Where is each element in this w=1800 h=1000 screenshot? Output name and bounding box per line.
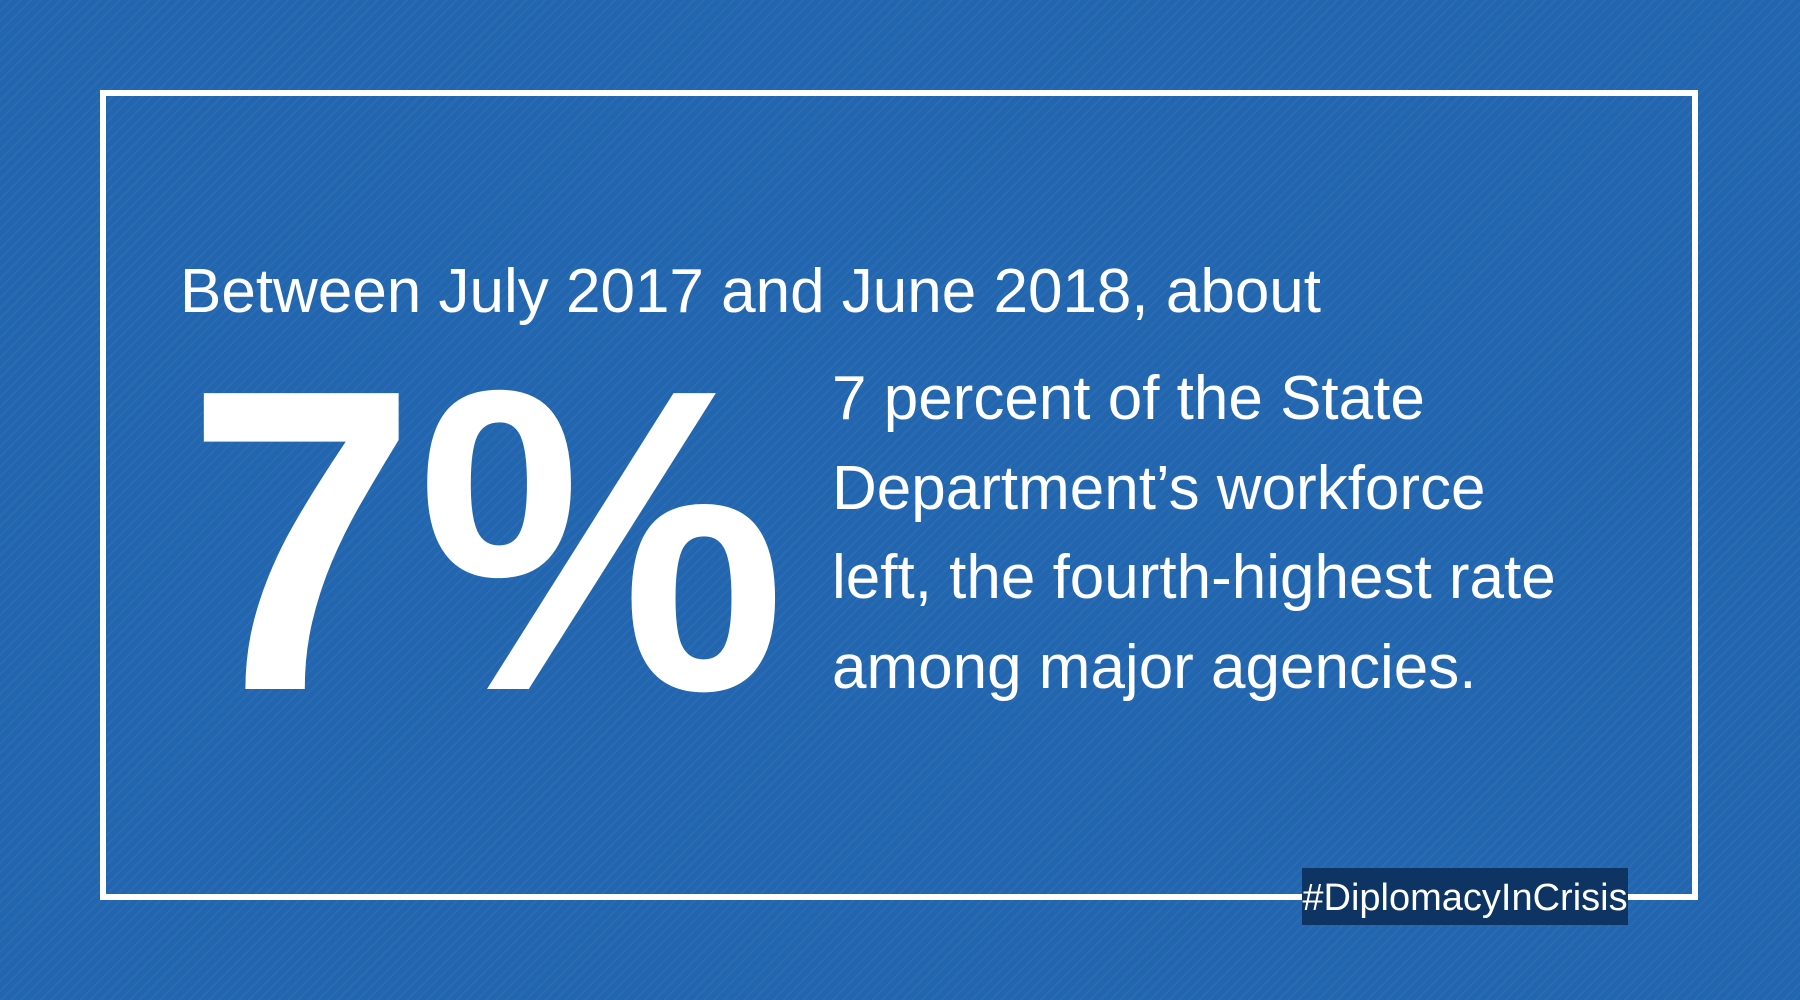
frame	[100, 90, 1698, 900]
body-line: 7 percent of the State	[832, 364, 1425, 433]
body-line: Department’s workforce	[832, 454, 1486, 523]
intro-text: Between July 2017 and June 2018, about	[180, 257, 1321, 326]
body-line: among major agencies.	[832, 633, 1476, 702]
body-line: left, the fourth-highest rate	[832, 543, 1556, 612]
big-stat: 7%	[186, 301, 786, 781]
hashtag: #DiplomacyInCrisis	[1302, 877, 1627, 919]
hashtag-box	[1302, 868, 1628, 925]
